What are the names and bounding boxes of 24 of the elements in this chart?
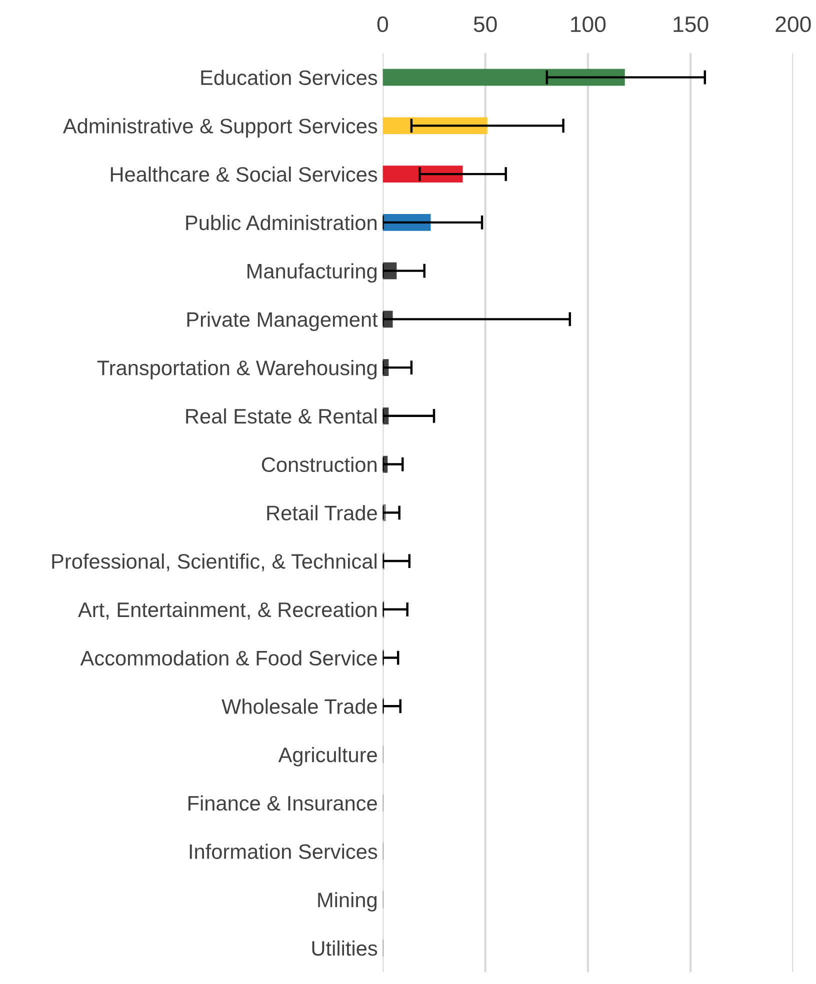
y-tick-label: Agriculture [278,746,377,766]
y-tick-label: Finance & Insurance [188,795,377,811]
y-tick-label: Professional, Scientific, & Technical [52,553,376,572]
y-tick-label: Transportation & Warehousing [97,360,377,380]
y-tick-label: Manufacturing [248,263,377,283]
y-tick-label: Information Services [190,844,378,860]
y-tick-label: Public Administration [186,214,376,230]
y-tick-label: Wholesale Trade [222,698,377,714]
y-tick-label: Real Estate & Rental [186,408,376,424]
x-tick-label: 200 [776,16,811,32]
x-tick-label: 150 [674,16,708,32]
x-tick-label: 100 [571,16,606,32]
y-tick-label: Private Management [187,312,378,332]
y-tick-label: Art, Entertainment, & Recreation [78,602,377,620]
x-tick-label: 50 [474,16,497,32]
x-tick-label: 0 [377,16,388,32]
y-tick-label: Retail Trade [267,505,377,520]
y-tick-label: Construction [262,456,376,472]
y-tick-label: Healthcare & Social Services [110,166,378,182]
y-tick-label: Administrative & Support Services [62,118,378,138]
y-tick-label: Utilities [312,940,378,956]
y-tick-label: Accommodation & Food Service [80,650,377,666]
y-tick-label: Education Services [201,70,378,86]
y-tick-label: Mining [318,892,377,912]
